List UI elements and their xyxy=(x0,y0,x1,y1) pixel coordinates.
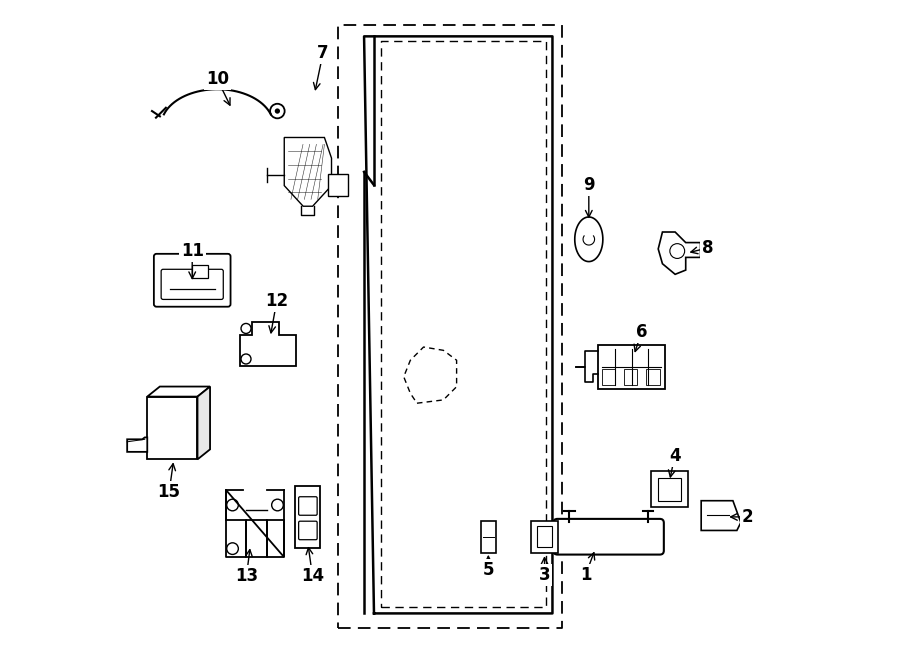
FancyBboxPatch shape xyxy=(554,519,664,555)
Text: 9: 9 xyxy=(583,176,595,194)
Bar xyxy=(602,369,615,385)
Bar xyxy=(193,264,208,278)
Bar xyxy=(646,369,660,385)
Text: 2: 2 xyxy=(742,508,753,526)
Circle shape xyxy=(274,108,280,114)
Bar xyxy=(482,521,496,553)
Text: 5: 5 xyxy=(482,561,494,579)
Text: 7: 7 xyxy=(318,44,328,62)
Text: 3: 3 xyxy=(539,566,550,584)
Bar xyxy=(536,526,553,547)
Text: 13: 13 xyxy=(235,567,258,586)
Polygon shape xyxy=(240,321,296,366)
Text: 15: 15 xyxy=(158,483,181,502)
Text: 14: 14 xyxy=(301,567,324,586)
Text: 12: 12 xyxy=(266,292,288,310)
Polygon shape xyxy=(575,217,603,262)
Polygon shape xyxy=(284,137,331,206)
Text: 10: 10 xyxy=(206,70,229,89)
Bar xyxy=(295,485,320,549)
Polygon shape xyxy=(148,387,210,397)
Bar xyxy=(531,521,558,553)
Polygon shape xyxy=(226,490,284,557)
Bar xyxy=(624,369,637,385)
Bar xyxy=(658,477,681,501)
Text: 11: 11 xyxy=(181,242,203,260)
Bar xyxy=(328,175,347,196)
Polygon shape xyxy=(701,501,741,530)
Bar xyxy=(652,471,688,508)
Text: 4: 4 xyxy=(669,447,680,465)
Text: 8: 8 xyxy=(702,239,714,257)
Bar xyxy=(148,397,197,459)
Polygon shape xyxy=(658,232,700,274)
Bar xyxy=(598,344,665,389)
FancyBboxPatch shape xyxy=(154,254,230,307)
Text: 6: 6 xyxy=(636,323,647,341)
Text: 1: 1 xyxy=(580,566,591,584)
Polygon shape xyxy=(127,438,148,452)
Polygon shape xyxy=(197,387,210,459)
